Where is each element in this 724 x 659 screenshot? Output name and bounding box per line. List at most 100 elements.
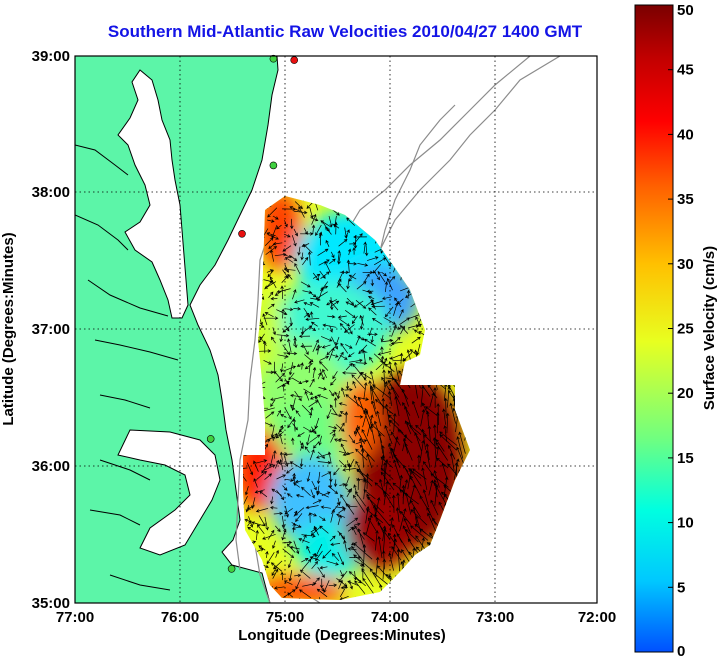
velocity-arrow (280, 285, 284, 300)
colorbar: 0 5 10 15 20 25 30 35 40 45 50 Surface Velocity (c… (634, 2, 718, 659)
velocity-arrow (282, 365, 297, 372)
velocity-arrow (398, 309, 404, 319)
velocity-arrow (340, 387, 346, 397)
velocity-arrow (363, 382, 368, 400)
velocity-arrow (320, 220, 332, 228)
velocity-arrow (384, 425, 393, 445)
velocity-arrow (402, 433, 408, 452)
velocity-arrow (339, 483, 347, 487)
velocity-arrow (258, 515, 266, 527)
velocity-arrow (267, 207, 278, 218)
velocity-arrow (333, 397, 338, 408)
velocity-arrow (287, 273, 293, 280)
velocity-arrow (318, 259, 330, 266)
velocity-arrow (294, 335, 298, 349)
velocity-arrow (303, 301, 312, 306)
velocity-arrow (394, 297, 402, 308)
velocity-arrow (363, 489, 376, 500)
velocity-arrow (355, 300, 367, 309)
velocity-arrow (265, 370, 275, 375)
velocity-arrow (345, 381, 350, 390)
velocity-arrow (400, 325, 405, 335)
velocity-arrow (331, 502, 341, 515)
velocity-arrow (300, 326, 305, 336)
velocity-arrow (310, 406, 314, 419)
velocity-arrow (331, 354, 339, 358)
velocity-arrow (264, 473, 273, 480)
velocity-arrow (356, 477, 361, 490)
velocity-arrow (290, 255, 298, 262)
velocity-arrow (427, 425, 432, 441)
velocity-arrow (293, 510, 298, 517)
colorbar-tick-label: 0 (677, 643, 685, 659)
velocity-arrow (349, 358, 363, 363)
velocity-arrow (345, 301, 356, 307)
velocity-arrow (275, 549, 280, 558)
velocity-arrow (369, 424, 376, 444)
velocity-arrow (298, 334, 311, 339)
velocity-arrow (243, 473, 247, 482)
velocity-arrow (382, 528, 387, 553)
velocity-arrow (354, 415, 364, 419)
velocity-arrow (369, 385, 376, 410)
velocity-arrow (357, 262, 369, 267)
velocity-arrow (290, 393, 303, 398)
velocity-arrow (415, 316, 422, 328)
velocity-arrow (356, 468, 373, 487)
velocity-arrow (399, 317, 410, 325)
velocity-arrow (292, 418, 296, 432)
velocity-arrow (391, 386, 402, 406)
velocity-arrow (321, 471, 332, 477)
velocity-arrow (435, 442, 448, 461)
velocity-arrow (347, 248, 352, 256)
velocity-arrow (284, 478, 294, 482)
velocity-arrow (434, 445, 440, 468)
velocity-arrow (315, 453, 331, 459)
velocity-arrow (363, 338, 376, 347)
velocity-arrow (413, 329, 421, 335)
velocity-arrow (272, 215, 279, 220)
velocity-arrow (346, 217, 356, 226)
velocity-arrow (338, 239, 348, 247)
velocity-arrow (282, 485, 288, 491)
velocity-arrow (283, 267, 296, 272)
velocity-arrow (360, 448, 365, 468)
velocity-arrow (304, 390, 310, 401)
velocity-arrow (266, 552, 275, 565)
velocity-arrow (359, 314, 364, 326)
velocity-arrow (283, 233, 291, 238)
velocity-arrow (280, 571, 284, 581)
velocity-arrow (345, 394, 364, 410)
velocity-arrow (280, 414, 287, 418)
velocity-arrow (377, 522, 391, 541)
velocity-arrow (420, 385, 425, 408)
velocity-arrow (425, 406, 438, 416)
velocity-arrow (300, 344, 313, 349)
velocity-arrow (292, 522, 296, 533)
velocity-arrow (382, 558, 387, 580)
velocity-arrow (391, 324, 397, 337)
velocity-arrow (353, 300, 364, 308)
velocity-arrow (445, 412, 450, 434)
velocity-arrow (322, 323, 337, 328)
velocity-arrow (246, 462, 254, 476)
velocity-arrow (335, 336, 340, 346)
velocity-arrow (295, 513, 303, 522)
velocity-arrow (318, 360, 329, 371)
velocity-arrow (358, 344, 368, 355)
velocity-arrow (447, 444, 456, 460)
velocity-arrow (426, 506, 437, 525)
velocity-arrow (414, 432, 422, 451)
velocity-arrow (295, 578, 301, 590)
velocity-arrow (415, 424, 427, 436)
velocity-arrow (344, 411, 349, 423)
velocity-arrow (279, 335, 283, 343)
velocity-arrow (284, 257, 294, 263)
velocity-arrow (316, 471, 321, 485)
velocity-arrow (293, 540, 300, 555)
velocity-arrow (404, 443, 413, 461)
velocity-arrow (347, 580, 359, 586)
velocity-arrow (353, 554, 372, 571)
velocity-arrow (328, 216, 333, 228)
pamlico-sound (117, 429, 221, 556)
